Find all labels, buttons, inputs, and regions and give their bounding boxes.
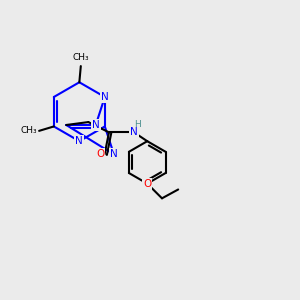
Text: CH₃: CH₃ xyxy=(73,53,89,62)
Text: N: N xyxy=(76,136,83,146)
Text: O: O xyxy=(96,149,104,159)
Text: N: N xyxy=(130,128,138,137)
Text: CH₃: CH₃ xyxy=(20,126,37,135)
Text: N: N xyxy=(110,149,118,159)
Text: N: N xyxy=(92,120,100,130)
Text: H: H xyxy=(134,120,141,129)
Text: O: O xyxy=(143,178,152,189)
Text: N: N xyxy=(101,92,109,102)
